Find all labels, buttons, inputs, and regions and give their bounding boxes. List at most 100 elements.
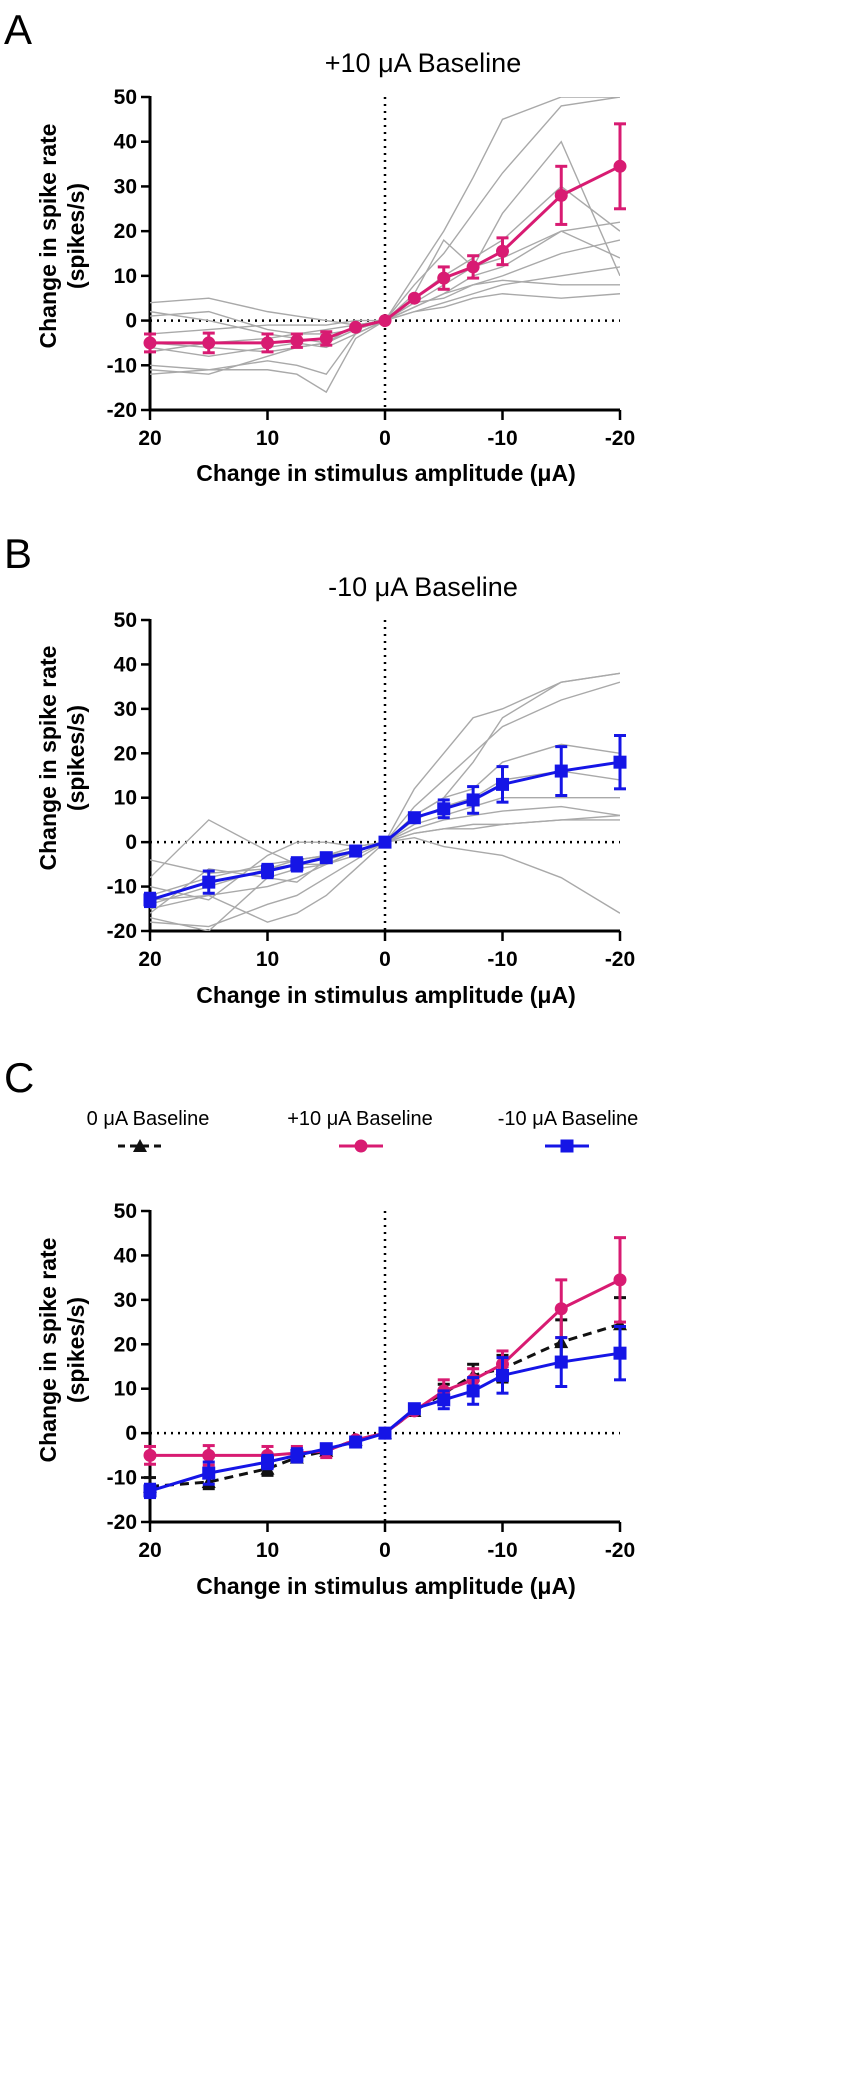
panel-b-series-square-point bbox=[407, 811, 421, 825]
panel-b-xtick-label: 0 bbox=[379, 948, 391, 971]
panel-c-series-square bbox=[143, 1325, 627, 1500]
panel-c-series-square-point bbox=[202, 1466, 216, 1480]
panel-c-series-square-point bbox=[378, 1426, 392, 1440]
panel-b-individual-trace bbox=[150, 743, 620, 923]
legend-swatch-marker bbox=[133, 1139, 147, 1152]
panel-c-series-square-point bbox=[554, 1355, 568, 1369]
panel-c: C 0 μA Baseline +10 μA Baseline -10 μA B… bbox=[4, 1054, 638, 1599]
panel-a-xlabel: Change in stimulus amplitude (μA) bbox=[196, 460, 576, 486]
panel-c-series-circle-point bbox=[554, 1302, 568, 1316]
panel-b-ytick-label: 20 bbox=[114, 742, 137, 765]
panel-c-series-square-point bbox=[496, 1368, 509, 1382]
panel-b-ytick-label: 40 bbox=[114, 653, 137, 676]
panel-c-series-square-point bbox=[290, 1448, 304, 1462]
panel-a-series-circle-point bbox=[378, 314, 392, 328]
panel-c-series-square-point bbox=[143, 1484, 157, 1498]
legend-label-minus10ua: -10 μA Baseline bbox=[498, 1108, 639, 1130]
panel-b: B -10 μA Baseline Change in spike rate (… bbox=[4, 530, 635, 1008]
panel-a-series-circle-point bbox=[554, 188, 568, 202]
legend-swatch-marker bbox=[560, 1139, 574, 1153]
panel-a-ylabel-line2: (spikes/s) bbox=[63, 183, 89, 289]
panel-b-series-square-point bbox=[349, 844, 363, 858]
panel-a-series-circle-point bbox=[349, 320, 363, 334]
panel-c-series-circle-point bbox=[613, 1273, 627, 1287]
panel-a-ytick-label: 30 bbox=[114, 175, 137, 198]
panel-b-ytick-label: -10 bbox=[107, 876, 137, 899]
panel-a-xtick-label: -10 bbox=[487, 427, 517, 450]
panel-a-xtick-label: 20 bbox=[138, 427, 161, 450]
panel-a-series-circle-point bbox=[437, 271, 451, 285]
panel-c-series-triangle bbox=[143, 1296, 627, 1497]
panel-c-series-square-point bbox=[261, 1455, 274, 1469]
panel-b-xtick-label: -20 bbox=[605, 948, 635, 971]
panel-b-series-square-point bbox=[290, 857, 304, 871]
panel-c-series-circle-point bbox=[202, 1448, 216, 1462]
panel-b-xtick-label: 20 bbox=[138, 948, 161, 971]
panel-c-letter: C bbox=[4, 1054, 34, 1101]
panel-c-ytick-label: 0 bbox=[125, 1422, 137, 1445]
panel-b-series-square-point bbox=[143, 893, 157, 907]
panel-a-title: +10 μA Baseline bbox=[325, 48, 521, 78]
panel-a-ytick-label: -10 bbox=[107, 354, 137, 377]
panel-a-ytick-label: 40 bbox=[114, 131, 137, 154]
panel-a-individual-trace bbox=[150, 97, 620, 375]
panel-a-series-circle-point bbox=[143, 336, 157, 350]
legend-label-0ua: 0 μA Baseline bbox=[87, 1108, 210, 1130]
panel-c-ytick-label: 30 bbox=[114, 1289, 137, 1312]
panel-c-series-circle-point bbox=[143, 1448, 157, 1462]
panel-b-series-square-point bbox=[496, 777, 509, 791]
panel-c-ytick-label: 20 bbox=[114, 1333, 137, 1356]
legend: 0 μA Baseline +10 μA Baseline -10 μA Bas… bbox=[87, 1108, 639, 1153]
panel-c-ylabel-line1: Change in spike rate bbox=[35, 1238, 61, 1463]
panel-a-series-circle-point bbox=[407, 291, 421, 305]
panel-b-ytick-label: -20 bbox=[107, 920, 137, 943]
panel-c-series-square-point bbox=[319, 1442, 333, 1456]
panel-b-series-square-point bbox=[613, 755, 627, 769]
panel-b-series-square bbox=[143, 734, 627, 909]
panel-b-title: -10 μA Baseline bbox=[328, 572, 518, 602]
panel-a-series-circle-point bbox=[319, 331, 333, 345]
panel-b-xlabel: Change in stimulus amplitude (μA) bbox=[196, 982, 576, 1008]
panel-c-series-square-point bbox=[407, 1402, 421, 1416]
panel-c-xtick-label: -20 bbox=[605, 1539, 635, 1562]
panel-b-ytick-label: 0 bbox=[125, 831, 137, 854]
panel-c-xlabel: Change in stimulus amplitude (μA) bbox=[196, 1573, 576, 1599]
panel-c-series-square-point bbox=[437, 1393, 451, 1407]
panel-a-ytick-label: -20 bbox=[107, 399, 137, 422]
panel-c-xtick-label: 20 bbox=[138, 1539, 161, 1562]
panel-c-xtick-label: 10 bbox=[256, 1539, 279, 1562]
panel-b-ylabel-line1: Change in spike rate bbox=[35, 646, 61, 871]
legend-label-plus10ua: +10 μA Baseline bbox=[287, 1108, 433, 1130]
panel-c-xtick-label: -10 bbox=[487, 1539, 517, 1562]
panel-a-letter: A bbox=[4, 6, 32, 53]
panel-a-series-circle bbox=[143, 122, 627, 355]
panel-b-series-square-point bbox=[319, 851, 333, 865]
panel-c-ytick-label: 40 bbox=[114, 1244, 137, 1267]
panel-b-ytick-label: 50 bbox=[114, 609, 137, 632]
panel-c-series-square-point bbox=[613, 1346, 627, 1360]
panel-a-xtick-label: 0 bbox=[379, 427, 391, 450]
panel-a-series-circle-point bbox=[613, 159, 627, 173]
panel-a-series-circle-point bbox=[261, 336, 274, 350]
panel-c-ytick-label: 10 bbox=[114, 1378, 137, 1401]
panel-b-individual-trace bbox=[150, 681, 620, 901]
panel-a-ytick-label: 20 bbox=[114, 220, 137, 243]
panel-b-series-square-point bbox=[378, 835, 392, 849]
panel-a-xtick-label: 10 bbox=[256, 427, 279, 450]
panel-a: A +10 μA Baseline Change in spike rate (… bbox=[4, 6, 635, 486]
panel-a-ytick-label: 10 bbox=[114, 265, 137, 288]
panel-b-ytick-label: 30 bbox=[114, 698, 137, 721]
panel-b-ytick-label: 10 bbox=[114, 787, 137, 810]
panel-c-ytick-label: 50 bbox=[114, 1200, 137, 1223]
legend-swatch-marker bbox=[354, 1139, 368, 1153]
panel-c-ytick-label: -20 bbox=[107, 1511, 137, 1534]
panel-a-ytick-label: 0 bbox=[125, 310, 137, 333]
panel-b-xtick-label: 10 bbox=[256, 948, 279, 971]
panel-a-series-circle-point bbox=[290, 334, 304, 348]
panel-a-series-circle-point bbox=[466, 260, 480, 274]
panel-c-ytick-label: -10 bbox=[107, 1467, 137, 1490]
